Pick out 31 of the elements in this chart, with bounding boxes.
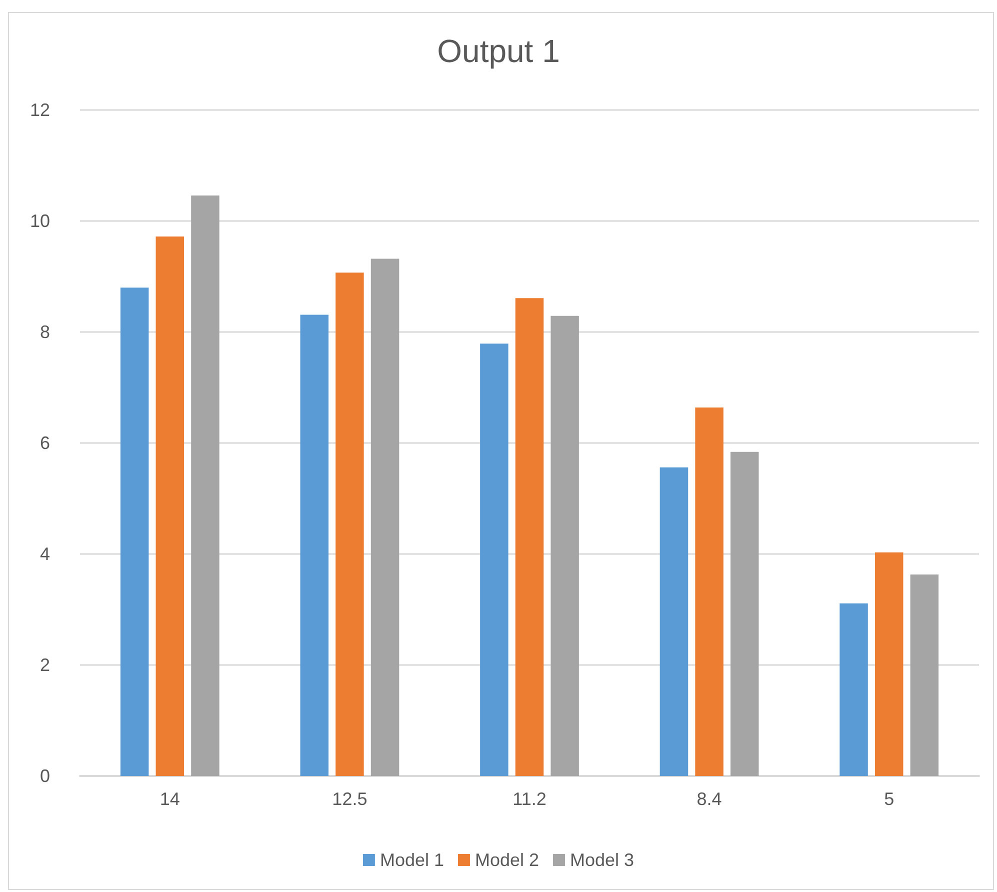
y-tick-label: 2	[40, 655, 50, 675]
x-tick-label: 5	[884, 789, 894, 809]
x-tick-label: 14	[160, 789, 180, 809]
bar	[336, 272, 364, 776]
legend-label: Model 3	[570, 850, 634, 870]
x-tick-label: 8.4	[696, 789, 722, 809]
bar	[480, 344, 508, 776]
bar	[840, 603, 868, 776]
y-tick-label: 6	[40, 433, 50, 453]
chart-title: Output 1	[437, 33, 560, 69]
y-tick-label: 10	[30, 211, 50, 231]
bar	[660, 467, 688, 776]
y-tick-label: 12	[30, 100, 50, 120]
x-tick-label: 11.2	[512, 789, 546, 809]
bar	[191, 195, 220, 776]
bar	[156, 236, 184, 776]
bar	[120, 288, 149, 776]
x-tick-label: 12.5	[332, 789, 368, 809]
bar	[874, 552, 904, 776]
bar	[370, 258, 400, 776]
legend-label: Model 1	[380, 850, 444, 870]
y-tick-label: 8	[40, 322, 50, 342]
bar	[550, 316, 579, 776]
bar	[695, 407, 724, 776]
y-tick-label: 4	[40, 544, 50, 564]
bar	[515, 298, 544, 776]
bar	[910, 574, 939, 776]
legend-label: Model 2	[474, 850, 540, 870]
y-tick-label: 0	[40, 766, 50, 786]
bar	[730, 452, 759, 776]
bar	[300, 314, 329, 776]
